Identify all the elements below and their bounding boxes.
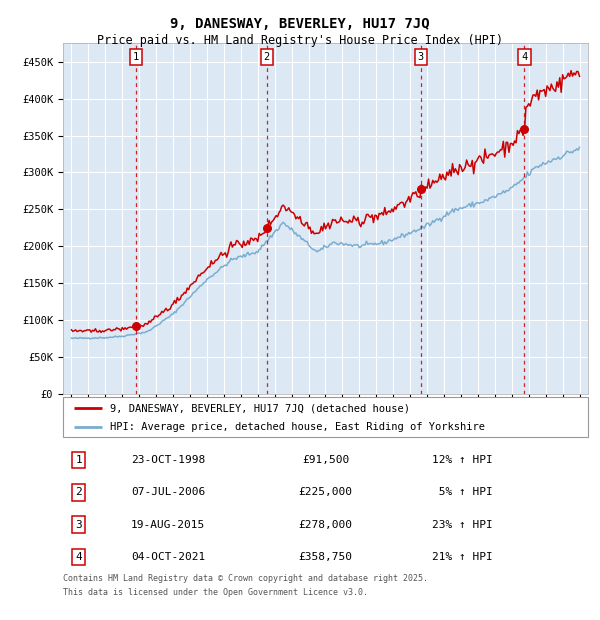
Text: 4: 4	[76, 552, 82, 562]
Text: 1: 1	[76, 455, 82, 465]
Text: 04-OCT-2021: 04-OCT-2021	[131, 552, 205, 562]
Text: Contains HM Land Registry data © Crown copyright and database right 2025.: Contains HM Land Registry data © Crown c…	[63, 574, 428, 583]
Text: Price paid vs. HM Land Registry's House Price Index (HPI): Price paid vs. HM Land Registry's House …	[97, 34, 503, 47]
Text: 21% ↑ HPI: 21% ↑ HPI	[431, 552, 493, 562]
Text: 5% ↑ HPI: 5% ↑ HPI	[431, 487, 493, 497]
Text: 23% ↑ HPI: 23% ↑ HPI	[431, 520, 493, 529]
Text: 07-JUL-2006: 07-JUL-2006	[131, 487, 205, 497]
Text: 4: 4	[521, 52, 527, 62]
Text: 3: 3	[418, 52, 424, 62]
Text: £358,750: £358,750	[299, 552, 353, 562]
Text: £278,000: £278,000	[299, 520, 353, 529]
Text: £91,500: £91,500	[302, 455, 349, 465]
Text: HPI: Average price, detached house, East Riding of Yorkshire: HPI: Average price, detached house, East…	[110, 422, 485, 432]
Text: 9, DANESWAY, BEVERLEY, HU17 7JQ: 9, DANESWAY, BEVERLEY, HU17 7JQ	[170, 17, 430, 32]
Text: 2: 2	[76, 487, 82, 497]
Text: £225,000: £225,000	[299, 487, 353, 497]
Text: 23-OCT-1998: 23-OCT-1998	[131, 455, 205, 465]
Text: 1: 1	[133, 52, 139, 62]
Text: 19-AUG-2015: 19-AUG-2015	[131, 520, 205, 529]
Text: 3: 3	[76, 520, 82, 529]
Text: 2: 2	[263, 52, 269, 62]
Text: This data is licensed under the Open Government Licence v3.0.: This data is licensed under the Open Gov…	[63, 588, 368, 597]
Text: 9, DANESWAY, BEVERLEY, HU17 7JQ (detached house): 9, DANESWAY, BEVERLEY, HU17 7JQ (detache…	[110, 403, 410, 413]
Text: 12% ↑ HPI: 12% ↑ HPI	[431, 455, 493, 465]
